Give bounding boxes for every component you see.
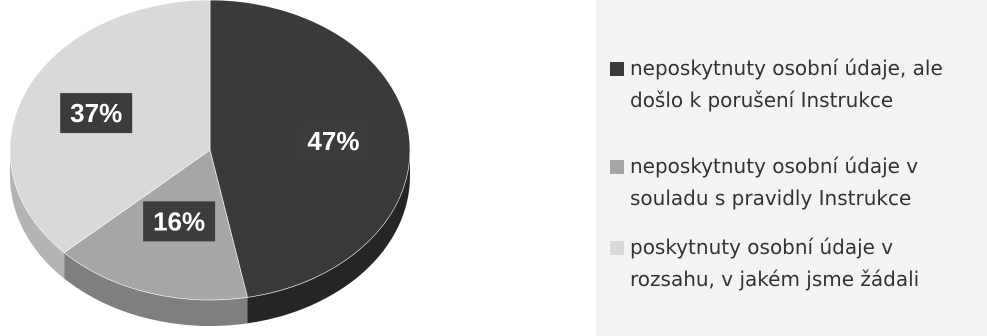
slice-label-compliant: 16% (143, 201, 216, 242)
legend-swatch-provided (610, 241, 624, 255)
pie-label-layer: 47% 16% 37% (60, 93, 370, 242)
slice-label-bg (60, 93, 133, 134)
slice-value-label: 47% (307, 126, 359, 156)
legend-swatch-violation (610, 62, 624, 76)
legend-label-violation: neposkytnuty osobní údaje, ale došlo k p… (630, 56, 943, 112)
slice-side-compliant (64, 252, 248, 326)
slice-label-provided: 37% (60, 93, 133, 134)
slice-label-bg (297, 121, 370, 162)
slice-label-violation: 47% (297, 121, 370, 162)
legend-item-compliant: neposkytnuty osobní údaje v souladu s pr… (610, 150, 980, 214)
legend-item-violation: neposkytnuty osobní údaje, ale došlo k p… (610, 52, 980, 116)
legend-label-compliant: neposkytnuty osobní údaje v souladu s pr… (630, 154, 919, 210)
legend-item-provided: poskytnuty osobní údaje v rozsahu, v jak… (610, 231, 980, 295)
slice-label-bg (143, 201, 216, 242)
slice-side-provided (10, 150, 65, 279)
pie-chart: 47% 16% 37% (9, 0, 411, 326)
slice-value-label: 16% (153, 206, 205, 236)
legend-label-provided: poskytnuty osobní údaje v rozsahu, v jak… (630, 235, 920, 291)
pie-side-layer (10, 150, 410, 326)
slice-value-label: 37% (70, 98, 122, 128)
legend-swatch-compliant (610, 160, 624, 174)
legend: neposkytnuty osobní údaje, ale došlo k p… (596, 0, 987, 336)
slice-side-violation (247, 150, 410, 324)
